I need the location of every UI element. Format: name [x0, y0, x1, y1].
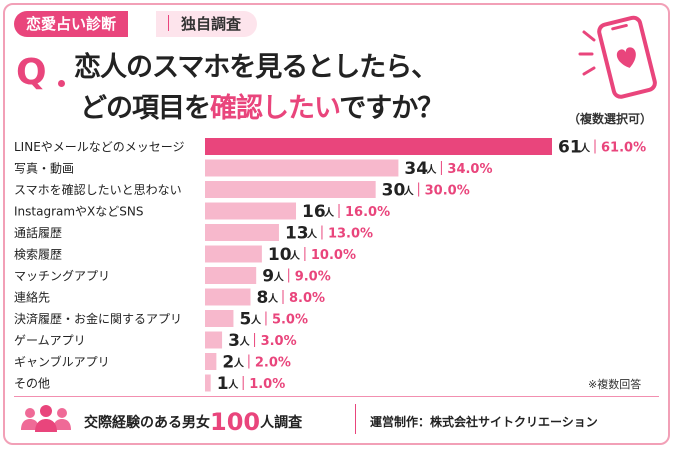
question-part1: どの項目を: [80, 93, 211, 124]
bar: [205, 245, 262, 263]
category-label: マッチングアプリ: [14, 269, 110, 283]
category-label: ギャンブルアプリ: [14, 354, 110, 369]
count-label: 3: [228, 331, 240, 351]
count-unit: 人: [268, 292, 279, 305]
people-icon: [21, 405, 71, 432]
percent-label: 5.0%: [272, 313, 308, 328]
q-mark: Q: [16, 52, 47, 93]
category-label: スマホを確認したいと思わない: [14, 182, 182, 197]
bar: [205, 224, 279, 241]
tag-separator: [168, 15, 169, 31]
count-label: 16: [302, 202, 326, 222]
count-unit: 人: [404, 185, 415, 198]
count-unit: 人: [307, 228, 318, 241]
category-label: 決済履歴・お金に関するアプリ: [14, 311, 182, 326]
count-label: 8: [257, 288, 269, 308]
count-unit: 人: [426, 163, 437, 176]
percent-label: 16.0%: [345, 205, 390, 220]
count-label: 5: [239, 310, 251, 330]
percent-label: 3.0%: [261, 334, 297, 349]
percent-label: 13.0%: [328, 227, 373, 242]
count-label: 30: [382, 181, 406, 201]
count-unit: 人: [240, 335, 251, 348]
phone-heart-icon: [578, 15, 657, 99]
category-label: 検索履歴: [14, 248, 62, 262]
category-label: 通話履歴: [14, 225, 62, 240]
category-label: LINEやメールなどのメッセージ: [14, 140, 185, 154]
question-highlight: 確認したい: [210, 93, 340, 124]
bar: [205, 353, 217, 370]
category-label: InstagramやXなどSNS: [14, 205, 143, 219]
category-label: その他: [14, 377, 50, 391]
bar: [205, 202, 297, 220]
bar: [205, 310, 234, 327]
bar: [205, 181, 376, 198]
survey-number: 100: [210, 408, 261, 436]
survey-summary: 交際経験のある男女100人調査: [84, 408, 302, 436]
percent-label: 1.0%: [249, 377, 285, 392]
question-line1: 恋人のスマホを見るとしたら、: [74, 52, 438, 83]
footer-separator: [355, 404, 356, 434]
question-line2: どの項目を確認したいですか？: [80, 86, 444, 125]
count-label: 9: [262, 267, 274, 287]
count-unit: 人: [234, 357, 245, 370]
count-label: 10: [268, 245, 292, 265]
bar: [205, 267, 257, 284]
survey-suffix: 人調査: [260, 415, 303, 431]
bar-chart: LINEやメールなどのメッセージ 61人 61.0%写真・動画 34人 34.0%スマホ…: [14, 138, 646, 395]
survey-prefix: 交際経験のある男女: [84, 415, 210, 431]
bar: [205, 288, 251, 306]
count-unit: 人: [251, 314, 262, 327]
percent-label: 2.0%: [255, 356, 291, 371]
category-label: 連絡先: [14, 290, 50, 305]
question-part3: ですか？: [339, 93, 444, 124]
count-label: 61: [558, 138, 582, 158]
tag-primary: 恋愛占い診断: [14, 11, 129, 37]
bar: [205, 331, 223, 349]
bar: [205, 159, 399, 177]
percent-label: 8.0%: [289, 291, 325, 306]
count-unit: 人: [580, 142, 591, 155]
tag-secondary: 独自調査: [156, 11, 258, 37]
count-unit: 人: [228, 378, 239, 391]
card-frame: [3, 3, 670, 445]
percent-label: 9.0%: [295, 270, 331, 285]
category-label: ゲームアプリ: [14, 334, 86, 348]
count-label: 13: [285, 224, 309, 244]
multi-select-label: （複数選択可）: [568, 112, 653, 126]
bar: [205, 374, 211, 392]
count-unit: 人: [324, 206, 335, 219]
tag-secondary-label: 独自調査: [181, 15, 242, 33]
category-label: 写真・動画: [14, 162, 74, 176]
count-unit: 人: [290, 249, 301, 262]
count-label: 2: [222, 353, 234, 373]
count-label: 1: [217, 374, 229, 394]
q-dot: [58, 80, 65, 87]
multiple-answer-note: ※複数回答: [588, 378, 642, 391]
count-label: 34: [404, 159, 428, 179]
percent-label: 10.0%: [311, 248, 356, 263]
operator-credit: 運営制作：株式会社サイトクリエーション: [370, 415, 598, 429]
footer-divider: [14, 396, 659, 397]
percent-label: 61.0%: [601, 141, 646, 156]
percent-label: 34.0%: [447, 162, 492, 177]
percent-label: 30.0%: [425, 184, 470, 199]
bar: [205, 138, 552, 155]
count-unit: 人: [274, 271, 285, 284]
